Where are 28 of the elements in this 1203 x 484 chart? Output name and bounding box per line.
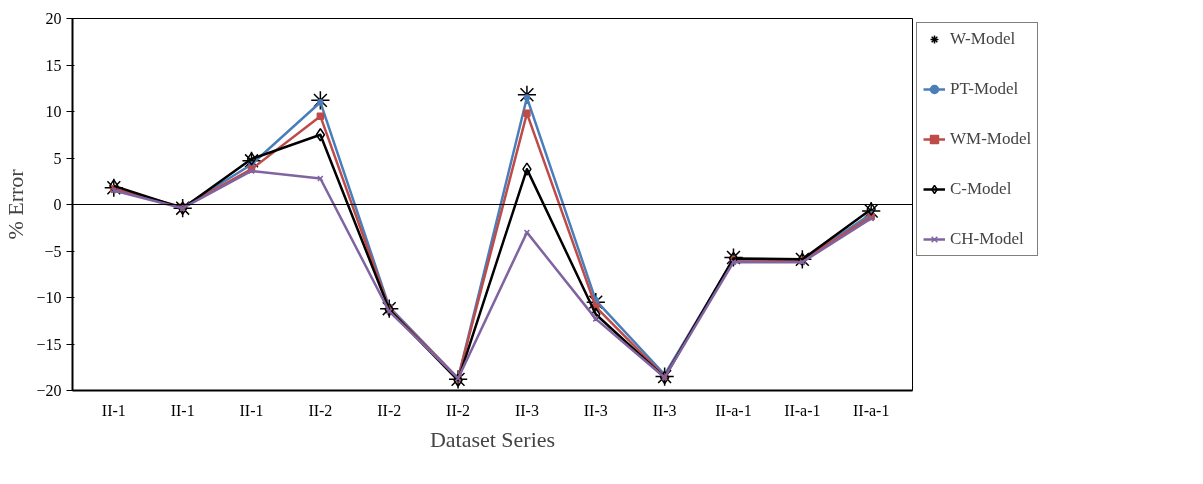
legend-label: WM-Model [950,129,1032,149]
y-tick-label: −15 [36,335,62,353]
x-tick-label: II-2 [377,401,402,419]
y-tick-label: 10 [45,103,62,120]
x-tick-label: II-2 [446,401,471,419]
y-tick-label: −5 [44,242,62,260]
x-tick-label: II-1 [239,401,264,419]
y-tick-label: 15 [45,56,62,74]
y-tick-label: 0 [53,196,62,213]
y-axis-title: % Error [3,168,29,240]
x-tick-label: II-a-1 [784,401,821,419]
legend-label: CH-Model [950,229,1024,249]
x-tick-label: II-3 [514,401,539,419]
legend-label: PT-Model [950,79,1019,99]
x-tick-label: II-3 [652,401,677,419]
x-tick-label: II-a-1 [715,401,752,419]
x-tick-label: II-3 [583,401,608,419]
x-tick-label: II-a-1 [852,401,890,419]
y-tick-label: 5 [53,149,62,167]
y-tick-label: 20 [45,10,62,27]
x-axis-title: Dataset Series [429,426,556,452]
x-tick-label: II-2 [308,401,333,419]
legend-label: W-Model [950,29,1016,49]
y-tick-label: −20 [36,382,62,399]
x-tick-label: II-1 [170,401,195,419]
y-tick-label: −10 [36,289,62,306]
legend-label: C-Model [950,179,1012,199]
x-tick-label: II-1 [101,401,126,419]
